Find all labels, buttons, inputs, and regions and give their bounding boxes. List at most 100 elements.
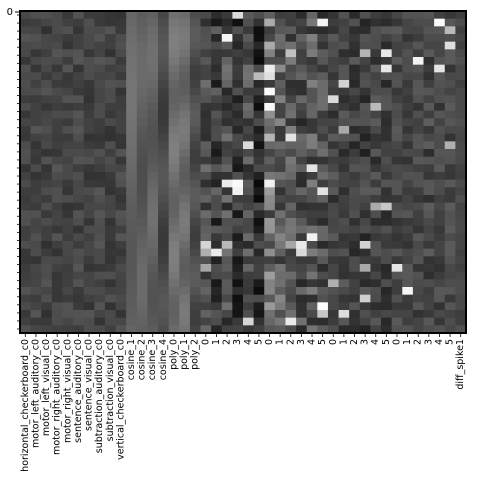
heatmap-cell [168,248,180,257]
heatmap-cell [62,187,74,196]
heatmap-cell [444,310,456,319]
heatmap-cell [412,310,425,319]
heatmap-cell [73,64,85,73]
heatmap-cell [41,118,53,127]
heatmap-cell [306,41,318,50]
heatmap-cell [423,187,435,196]
heatmap-cell [264,210,276,219]
heatmap-cell [83,95,95,104]
heatmap-cell [62,87,74,96]
heatmap-cell [296,172,308,181]
heatmap-cell [338,325,350,334]
heatmap-cell [62,49,74,58]
heatmap-cell [296,317,308,326]
heatmap-cell [338,156,350,165]
heatmap-cell [285,218,297,227]
heatmap-cell [338,256,350,265]
heatmap-cell [253,164,265,173]
heatmap-cell [20,256,32,265]
heatmap-cell [391,233,403,242]
heatmap-cell [179,271,191,280]
heatmap-cell [179,233,191,242]
heatmap-cell [232,195,244,204]
heatmap-cell [455,34,467,43]
heatmap-cell [20,34,32,43]
heatmap-cell [434,118,446,127]
heatmap-cell [444,156,456,165]
heatmap-cell [243,126,255,135]
heatmap-cell [317,126,329,135]
heatmap-cell [327,18,340,27]
heatmap-cell [381,110,393,119]
heatmap-cell [83,256,95,265]
heatmap-cell [359,256,372,265]
heatmap-cell [83,80,95,89]
heatmap-cell [158,64,170,73]
heatmap-cell [51,11,64,20]
heatmap-cell [327,41,340,50]
heatmap-cell [179,179,191,188]
heatmap-cell [274,310,287,319]
heatmap-cell [391,256,403,265]
heatmap-cell [200,72,212,81]
heatmap-cell [274,18,287,27]
heatmap-cell [381,233,393,242]
heatmap-cell [179,110,191,119]
heatmap-cell [211,26,223,35]
heatmap-cell [402,26,414,35]
heatmap-cell [136,34,149,43]
heatmap-cell [30,126,42,135]
heatmap-cell [30,248,42,257]
heatmap-cell [136,325,149,334]
heatmap-cell [285,133,297,142]
heatmap-cell [136,11,149,20]
heatmap-cell [423,210,435,219]
heatmap-cell [168,57,180,66]
heatmap-cell [285,210,297,219]
heatmap-cell [359,126,372,135]
heatmap-cell [402,49,414,58]
heatmap-cell [317,118,329,127]
heatmap-cell [370,164,382,173]
heatmap-cell [243,317,255,326]
heatmap-cell [51,317,64,326]
heatmap-cell [221,225,233,234]
heatmap-cell [274,218,287,227]
heatmap-cell [285,57,297,66]
heatmap-cell [189,225,202,234]
heatmap-cell [434,95,446,104]
heatmap-cell [253,49,265,58]
heatmap-cell [211,179,223,188]
heatmap-cell [285,233,297,242]
heatmap-cell [51,302,64,311]
heatmap-cell [158,57,170,66]
heatmap-cell [30,80,42,89]
heatmap-cell [434,64,446,73]
heatmap-cell [455,256,467,265]
heatmap-cell [243,195,255,204]
heatmap-cell [402,133,414,142]
heatmap-cell [73,149,85,158]
heatmap-cell [253,287,265,296]
heatmap-cell [285,264,297,273]
heatmap-cell [391,110,403,119]
heatmap-cell [221,172,233,181]
heatmap-cell [296,264,308,273]
heatmap-cell [243,302,255,311]
heatmap-cell [211,156,223,165]
heatmap-cell [221,18,233,27]
heatmap-cell [306,156,318,165]
heatmap-cell [423,233,435,242]
heatmap-cell [338,72,350,81]
heatmap-cell [359,110,372,119]
heatmap-cell [264,72,276,81]
heatmap-cell [274,294,287,303]
heatmap-cell [115,210,127,219]
heatmap-cell [62,248,74,257]
heatmap-cell [455,271,467,280]
heatmap-cell [402,18,414,27]
heatmap-cell [444,41,456,50]
heatmap-cell [41,103,53,112]
heatmap-cell [189,310,202,319]
heatmap-cell [274,241,287,250]
